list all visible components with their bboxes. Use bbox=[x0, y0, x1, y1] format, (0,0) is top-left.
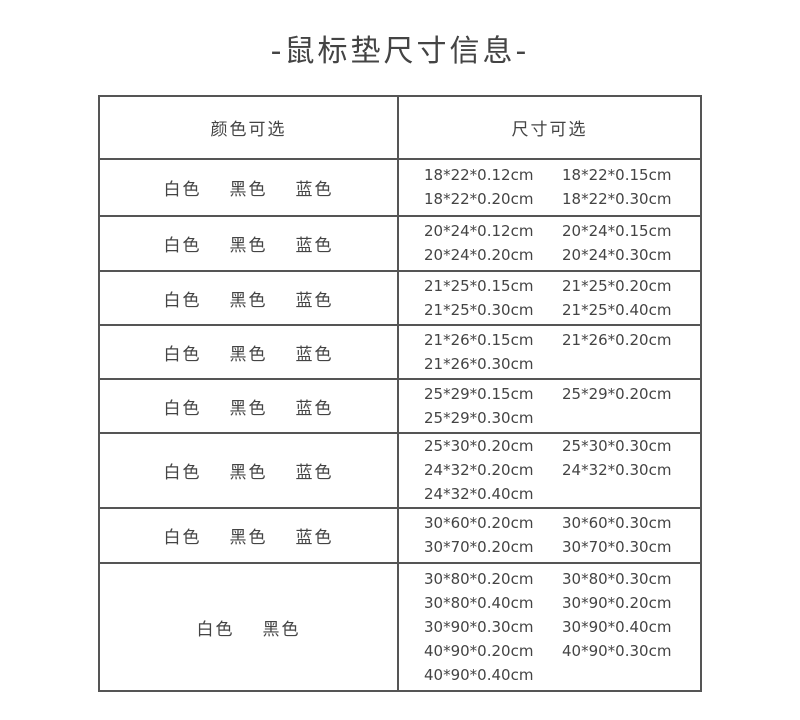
size-option: 18*22*0.20cm bbox=[424, 190, 534, 208]
sizes-cell: 30*80*0.20cm 30*80*0.30cm 30*80*0.40cm 30*9… bbox=[397, 562, 702, 692]
size-option: 21*26*0.20cm bbox=[562, 330, 672, 349]
size-option: 20*24*0.20cm bbox=[424, 246, 534, 264]
table-row: 白色 黑色 蓝色 18*22*0.12cm 18*22*0.15cm 18*22*0.20… bbox=[98, 158, 702, 217]
size-option: 25*29*0.15cm bbox=[424, 384, 534, 403]
sizes-cell: 21*25*0.15cm 21*25*0.20cm 21*25*0.30cm 21*2… bbox=[397, 270, 702, 326]
color-option: 蓝色 bbox=[295, 528, 334, 548]
color-option: 黑色 bbox=[229, 180, 268, 200]
colors-cell: 白色 黑色 bbox=[98, 562, 399, 692]
colors-cell: 白色 黑色 蓝色 bbox=[98, 270, 399, 326]
size-option: 20*24*0.12cm bbox=[424, 222, 534, 240]
color-option: 蓝色 bbox=[295, 463, 334, 483]
size-option: 21*26*0.30cm bbox=[424, 354, 534, 373]
size-option: 24*32*0.40cm bbox=[424, 485, 534, 503]
size-option: 30*80*0.30cm bbox=[562, 569, 672, 588]
color-option: 黑色 bbox=[229, 236, 268, 256]
table-row: 白色 黑色 蓝色 21*26*0.15cm 21*26*0.20cm 21*26*0.30… bbox=[98, 324, 702, 380]
page-title: -鼠标垫尺寸信息- bbox=[270, 34, 530, 69]
size-option: 30*60*0.30cm bbox=[562, 514, 672, 532]
table-row: 白色 黑色 蓝色 20*24*0.12cm 20*24*0.15cm 20*24*0.20… bbox=[98, 215, 702, 272]
table-row: 白色 黑色 蓝色 25*30*0.20cm 25*30*0.30cm 24*32*0.20… bbox=[98, 432, 702, 509]
header-sizes: 尺寸可选 bbox=[397, 95, 702, 160]
colors-cell: 白色 黑色 蓝色 bbox=[98, 324, 399, 380]
sizes-cell: 25*29*0.15cm 25*29*0.20cm 25*29*0.30cm bbox=[397, 378, 702, 434]
size-option: 18*22*0.12cm bbox=[424, 166, 534, 184]
sizes-cell: 18*22*0.12cm 18*22*0.15cm 18*22*0.20cm 18*2… bbox=[397, 158, 702, 217]
size-option: 20*24*0.30cm bbox=[562, 246, 672, 264]
size-table: 颜色可选 尺寸可选 白色 黑色 蓝色 18*22*0.12cm 18*22*0.15cm… bbox=[98, 95, 702, 692]
size-option: 30*90*0.20cm bbox=[562, 593, 672, 612]
size-option: 18*22*0.15cm bbox=[562, 166, 672, 184]
table-row: 白色 黑色 蓝色 30*60*0.20cm 30*60*0.30cm 30*70*0.20… bbox=[98, 507, 702, 564]
color-option: 蓝色 bbox=[295, 236, 334, 256]
size-option: 30*70*0.30cm bbox=[562, 538, 672, 556]
size-option: 30*70*0.20cm bbox=[424, 538, 534, 556]
size-option: 21*26*0.15cm bbox=[424, 330, 534, 349]
size-option: 25*29*0.20cm bbox=[562, 384, 672, 403]
color-option: 白色 bbox=[163, 463, 202, 483]
size-option: 24*32*0.20cm bbox=[424, 461, 534, 479]
sizes-cell: 30*60*0.20cm 30*60*0.30cm 30*70*0.20cm 30*7… bbox=[397, 507, 702, 564]
size-option: 24*32*0.30cm bbox=[562, 461, 672, 479]
color-option: 白色 bbox=[163, 528, 202, 548]
color-option: 黑色 bbox=[229, 398, 268, 419]
sizes-cell: 20*24*0.12cm 20*24*0.15cm 20*24*0.20cm 20*2… bbox=[397, 215, 702, 272]
size-option: 25*29*0.30cm bbox=[424, 408, 534, 427]
size-option: 21*25*0.15cm bbox=[424, 276, 534, 295]
colors-cell: 白色 黑色 蓝色 bbox=[98, 432, 399, 509]
table-row: 白色 黑色 30*80*0.20cm 30*80*0.30cm 30*80*0.40cm… bbox=[98, 562, 702, 692]
size-option: 18*22*0.30cm bbox=[562, 190, 672, 208]
color-option: 白色 bbox=[163, 344, 202, 365]
size-option: 20*24*0.15cm bbox=[562, 222, 672, 240]
table-header-row: 颜色可选 尺寸可选 bbox=[98, 95, 702, 160]
color-option: 白色 bbox=[163, 398, 202, 419]
colors-cell: 白色 黑色 蓝色 bbox=[98, 158, 399, 217]
size-option: 25*30*0.20cm bbox=[424, 437, 534, 455]
size-option: 40*90*0.30cm bbox=[562, 641, 672, 660]
size-option: 25*30*0.30cm bbox=[562, 437, 672, 455]
size-option: 30*90*0.30cm bbox=[424, 617, 534, 636]
color-option: 白色 bbox=[163, 236, 202, 256]
color-option: 蓝色 bbox=[295, 290, 334, 311]
colors-cell: 白色 黑色 蓝色 bbox=[98, 378, 399, 434]
sizes-cell: 25*30*0.20cm 25*30*0.30cm 24*32*0.20cm 24*3… bbox=[397, 432, 702, 509]
colors-cell: 白色 黑色 蓝色 bbox=[98, 507, 399, 564]
size-option: 30*60*0.20cm bbox=[424, 514, 534, 532]
color-option: 黑色 bbox=[229, 463, 268, 483]
color-option: 蓝色 bbox=[295, 344, 334, 365]
color-option: 黑色 bbox=[229, 528, 268, 548]
size-option: 21*25*0.20cm bbox=[562, 276, 672, 295]
size-option: 40*90*0.40cm bbox=[424, 665, 534, 684]
color-option: 白色 bbox=[196, 619, 235, 640]
sizes-cell: 21*26*0.15cm 21*26*0.20cm 21*26*0.30cm bbox=[397, 324, 702, 380]
color-option: 蓝色 bbox=[295, 180, 334, 200]
table-row: 白色 黑色 蓝色 21*25*0.15cm 21*25*0.20cm 21*25*0.30… bbox=[98, 270, 702, 326]
size-option: 30*80*0.40cm bbox=[424, 593, 534, 612]
color-option: 白色 bbox=[163, 180, 202, 200]
color-option: 蓝色 bbox=[295, 398, 334, 419]
size-option: 21*25*0.40cm bbox=[562, 300, 672, 319]
color-option: 黑色 bbox=[229, 290, 268, 311]
color-option: 黑色 bbox=[229, 344, 268, 365]
table-row: 白色 黑色 蓝色 25*29*0.15cm 25*29*0.20cm 25*29*0.30… bbox=[98, 378, 702, 434]
color-option: 白色 bbox=[163, 290, 202, 311]
color-option: 黑色 bbox=[262, 619, 301, 640]
size-option: 30*80*0.20cm bbox=[424, 569, 534, 588]
size-option: 40*90*0.20cm bbox=[424, 641, 534, 660]
size-option: 30*90*0.40cm bbox=[562, 617, 672, 636]
header-colors: 颜色可选 bbox=[98, 95, 399, 160]
colors-cell: 白色 黑色 蓝色 bbox=[98, 215, 399, 272]
size-option: 21*25*0.30cm bbox=[424, 300, 534, 319]
